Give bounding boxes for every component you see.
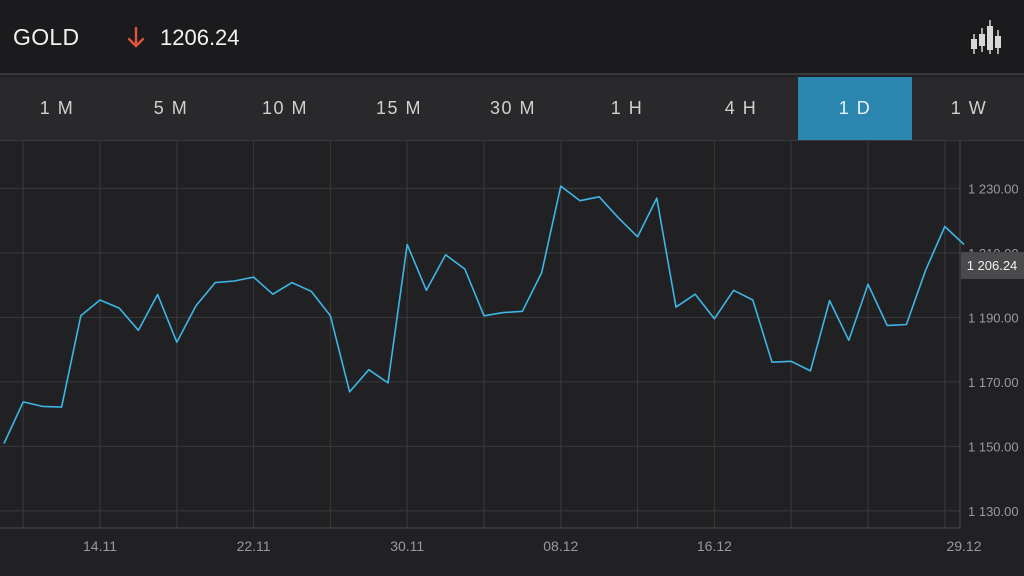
tab-15m[interactable]: 15 M — [375, 98, 423, 118]
x-tick-label: 22.11 — [237, 538, 271, 554]
tab-1h[interactable]: 1 H — [610, 98, 644, 118]
tab-1w[interactable]: 1 W — [950, 98, 988, 118]
down-arrow-icon — [127, 26, 145, 48]
y-tick-label: 1 190.00 — [968, 310, 1019, 325]
timeframe-tabs: 1 M 5 M 10 M 15 M 30 M 1 H 4 H 1 D 1 W — [0, 77, 1024, 141]
instrument-symbol: GOLD — [13, 24, 80, 50]
tab-30m[interactable]: 30 M — [489, 98, 537, 118]
x-tick-label: 29.12 — [946, 538, 981, 554]
current-value-marker: 1 206.24 — [961, 252, 1024, 280]
price-line — [3, 185, 965, 444]
y-tick-label: 1 150.00 — [968, 439, 1019, 454]
y-tick-label: 1 170.00 — [968, 375, 1019, 390]
current-value-label: 1 206.24 — [967, 258, 1018, 273]
tab-10m[interactable]: 10 M — [261, 98, 309, 118]
x-tick-label: 16.12 — [697, 538, 732, 554]
current-value-box — [961, 252, 1024, 280]
current-price: 1206.24 — [160, 25, 240, 50]
x-tick-label: 08.12 — [543, 538, 578, 554]
tab-1m[interactable]: 1 M — [39, 98, 75, 118]
y-tick-label: 1 130.00 — [968, 504, 1019, 519]
tab-4h[interactable]: 4 H — [724, 98, 758, 118]
tab-5m[interactable]: 5 M — [153, 98, 189, 118]
price-chart[interactable]: 1 230.001 210.001 190.001 170.001 150.00… — [0, 141, 1024, 576]
chart-type-button[interactable] — [962, 14, 1008, 60]
x-tick-label: 30.11 — [390, 538, 424, 554]
tab-1d[interactable]: 1 D — [798, 77, 912, 140]
y-tick-label: 1 230.00 — [968, 181, 1019, 196]
x-tick-label: 14.11 — [83, 538, 117, 554]
top-bar: GOLD 1206.24 — [0, 0, 1024, 75]
candlestick-chart-icon — [971, 20, 1001, 54]
